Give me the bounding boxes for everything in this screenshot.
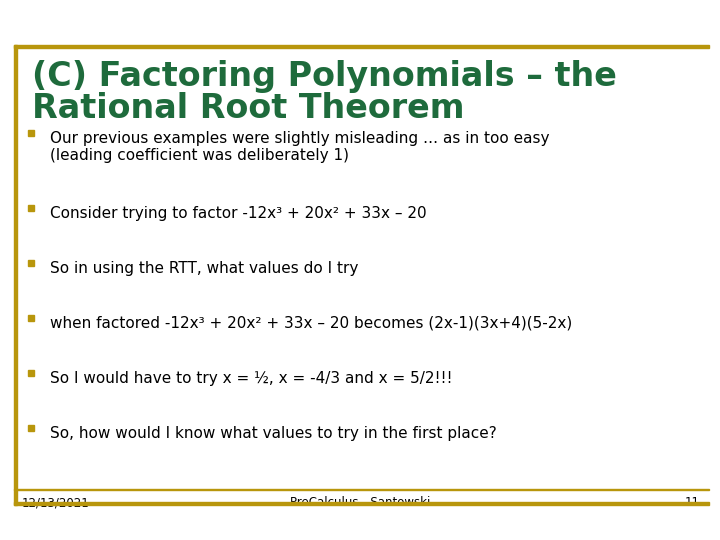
Bar bbox=[28, 425, 34, 431]
Text: So in using the RTT, what values do I try: So in using the RTT, what values do I tr… bbox=[50, 261, 359, 276]
Text: when factored -12x³ + 20x² + 33x – 20 becomes (2x-1)(3x+4)(5-2x): when factored -12x³ + 20x² + 33x – 20 be… bbox=[50, 316, 572, 331]
Bar bbox=[28, 370, 34, 376]
Text: (C) Factoring Polynomials – the: (C) Factoring Polynomials – the bbox=[32, 60, 617, 93]
Text: So, how would I know what values to try in the first place?: So, how would I know what values to try … bbox=[50, 426, 497, 441]
Bar bbox=[14, 45, 17, 505]
Text: 12/13/2021: 12/13/2021 bbox=[22, 496, 90, 509]
Bar bbox=[28, 130, 34, 136]
Text: Our previous examples were slightly misleading … as in too easy
(leading coeffic: Our previous examples were slightly misl… bbox=[50, 131, 549, 164]
Text: So I would have to try x = ½, x = -4/3 and x = 5/2!!!: So I would have to try x = ½, x = -4/3 a… bbox=[50, 371, 452, 386]
Text: Rational Root Theorem: Rational Root Theorem bbox=[32, 92, 464, 125]
Bar bbox=[14, 45, 709, 48]
Text: PreCalculus - Santowski: PreCalculus - Santowski bbox=[290, 496, 430, 509]
Bar bbox=[14, 489, 709, 490]
Bar bbox=[28, 260, 34, 266]
Text: 11: 11 bbox=[685, 496, 700, 509]
Bar bbox=[28, 315, 34, 321]
Text: Consider trying to factor -12x³ + 20x² + 33x – 20: Consider trying to factor -12x³ + 20x² +… bbox=[50, 206, 427, 221]
Bar bbox=[28, 205, 34, 211]
Bar bbox=[14, 502, 709, 505]
